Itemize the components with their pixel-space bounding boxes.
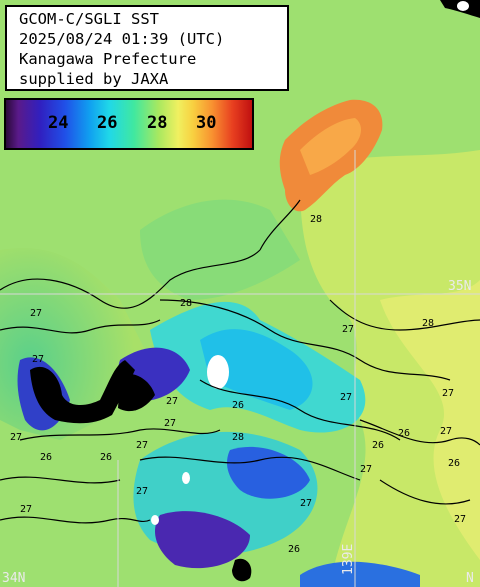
contour-line-5 (19, 428, 221, 441)
title-line-datetime: 2025/08/24 01:39 (UTC) (19, 30, 225, 48)
contour-label: 27 (30, 308, 42, 319)
contour-label: 28 (310, 214, 322, 225)
contour-line-12 (0, 516, 151, 524)
contour-label: 26 (100, 452, 112, 463)
title-line-sensor: GCOM-C/SGLI SST (19, 10, 159, 28)
lat-label-34n: 34N (2, 571, 25, 586)
contour-label: 26 (288, 544, 300, 555)
contour-line-7 (329, 299, 480, 331)
contour-label: 27 (454, 514, 466, 525)
contour-label: 27 (342, 324, 354, 335)
sst-region-blue-south (227, 446, 310, 499)
cloud-patch-2 (182, 472, 190, 484)
contour-line-1 (0, 249, 261, 309)
contour-label: 27 (32, 354, 44, 365)
contour-label: 27 (10, 432, 22, 443)
contour-label: 28 (180, 298, 192, 309)
contour-label: 26 (232, 400, 244, 411)
lon-label-right: N (466, 571, 474, 586)
sst-region-cyan-center (200, 329, 313, 410)
cloud-patch-3 (151, 515, 159, 525)
sst-region-warm-east (300, 150, 480, 587)
land-miura (118, 373, 155, 412)
contour-label: 26 (398, 428, 410, 439)
title-line-region: Kanagawa Prefecture (19, 50, 197, 68)
contour-line-3 (159, 299, 451, 381)
contour-label: 27 (300, 498, 312, 509)
sst-region-yellow-east (380, 280, 480, 560)
contour-line-8 (359, 419, 480, 446)
legend-tick: 28 (147, 113, 168, 133)
contour-label: 27 (360, 464, 372, 475)
lon-label-139e: 139E (341, 544, 356, 575)
contour-label: 26 (448, 458, 460, 469)
lat-label-35n: 35N (448, 279, 471, 294)
contour-line-11 (259, 199, 301, 251)
contour-label: 27 (442, 388, 454, 399)
contour-label: 27 (136, 486, 148, 497)
land-izu (30, 360, 135, 424)
contour-line-6 (139, 456, 361, 481)
contour-label: 28 (232, 432, 244, 443)
sst-region-tokyo-bay-inner (300, 118, 362, 175)
contour-label: 27 (440, 426, 452, 437)
cloud-patch-1 (207, 355, 229, 389)
contour-label: 26 (372, 440, 384, 451)
contour-line-10 (0, 476, 121, 484)
contour-line-4 (199, 379, 401, 441)
legend-tick: 24 (48, 113, 69, 133)
title-box: GCOM-C/SGLI SST 2025/08/24 01:39 (UTC) K… (5, 5, 289, 91)
sst-region-purple-south (155, 511, 250, 569)
sst-region-blue-se (300, 561, 420, 587)
legend-tick: 30 (196, 113, 217, 133)
contour-line-9 (379, 479, 471, 505)
contour-label: 27 (166, 396, 178, 407)
legend-tick: 26 (97, 113, 118, 133)
contour-line-2 (0, 319, 161, 334)
cloud-patch-ne (457, 1, 469, 11)
contour-label: 26 (40, 452, 52, 463)
contour-label: 28 (422, 318, 434, 329)
contour-label: 27 (164, 418, 176, 429)
contour-label: 27 (136, 440, 148, 451)
land-oshima (232, 558, 252, 582)
contour-label: 27 (340, 392, 352, 403)
color-scale-legend: 24 26 28 30 (4, 98, 254, 150)
contour-label: 27 (20, 504, 32, 515)
title-line-credit: supplied by JAXA (19, 70, 169, 88)
